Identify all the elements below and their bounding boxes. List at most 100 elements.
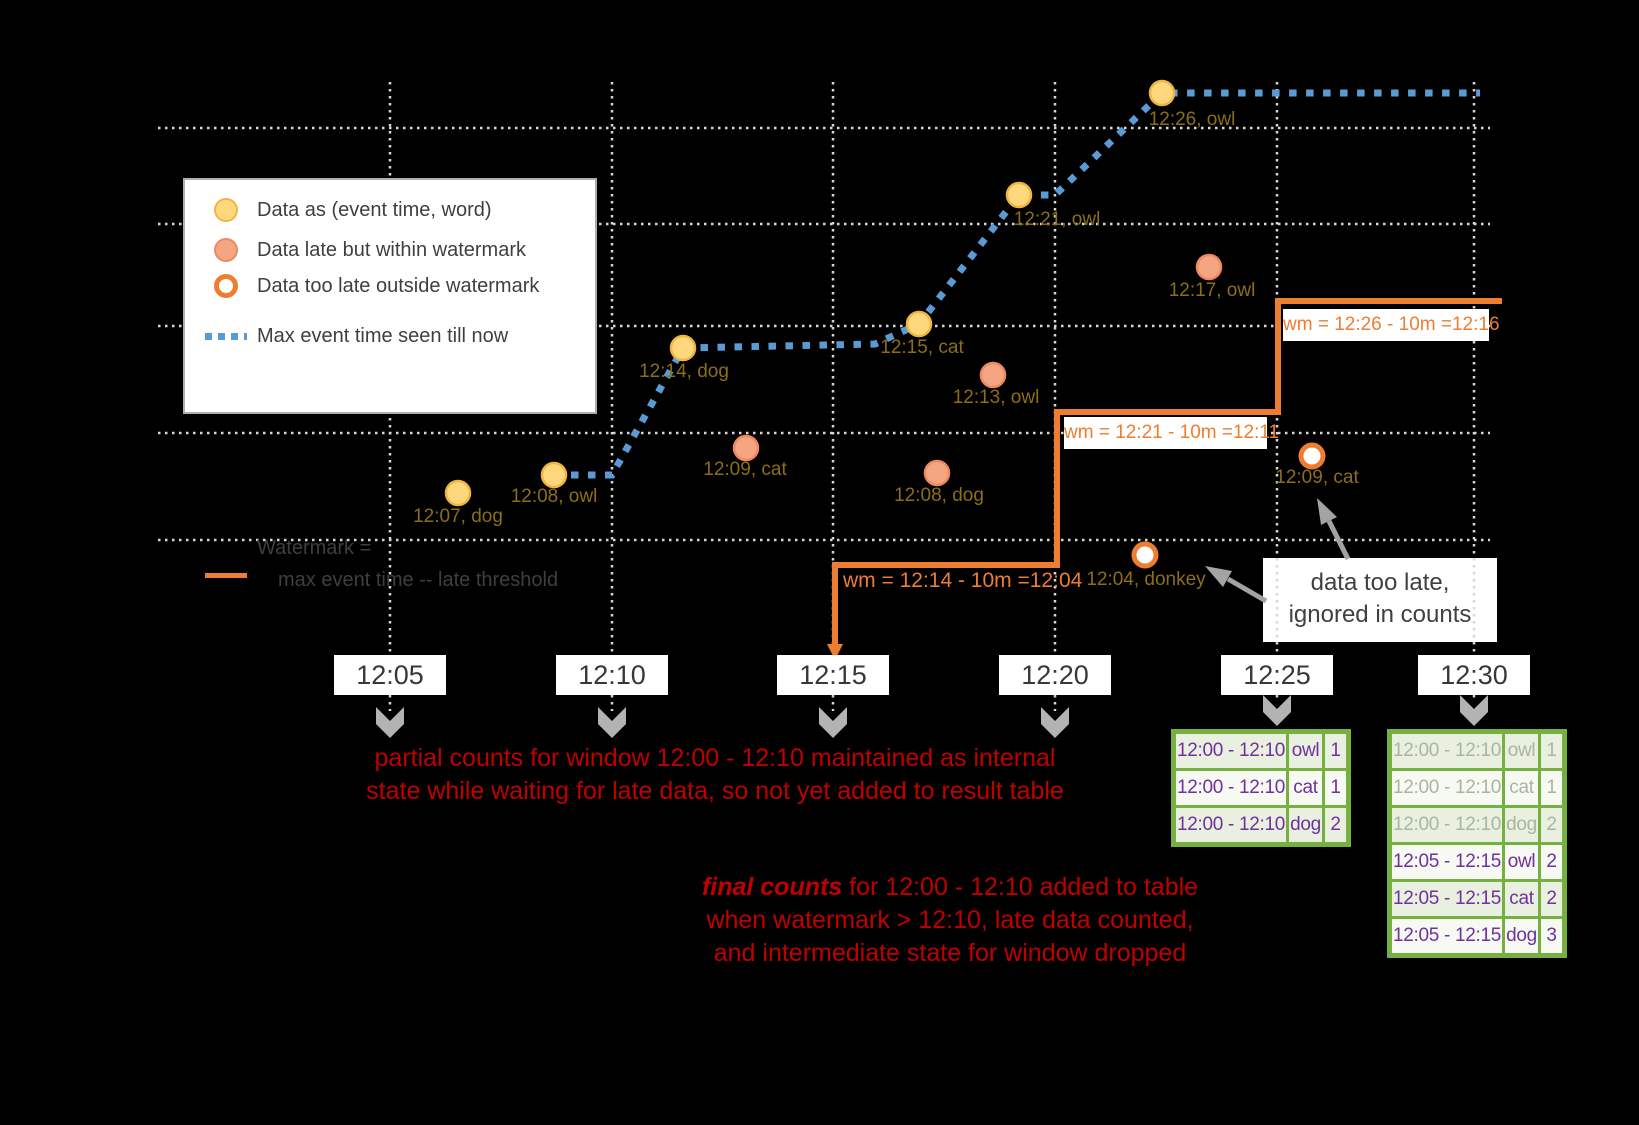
table-cell-word: cat bbox=[1505, 771, 1538, 805]
final-counts-line3: and intermediate state for window droppe… bbox=[713, 939, 1187, 967]
legend-label: Data too late outside watermark bbox=[257, 274, 540, 297]
data-point-late bbox=[979, 361, 1007, 389]
legend: Data as (event time, word) Data late but… bbox=[183, 178, 597, 591]
data-point-ontime bbox=[669, 334, 697, 362]
watermark-arrow-icon bbox=[827, 644, 843, 660]
table-cell-word: owl bbox=[1505, 734, 1538, 768]
data-point-toolate bbox=[1298, 442, 1326, 470]
table-cell-word: dog bbox=[1505, 808, 1538, 842]
data-point-label: 12:13, owl bbox=[952, 387, 1040, 408]
axis-label-12:25: 12:25 bbox=[1221, 655, 1333, 695]
table-cell-count: 2 bbox=[1541, 808, 1562, 842]
table-cell-window: 12:05 - 12:15 bbox=[1392, 845, 1502, 879]
data-point-ontime bbox=[905, 310, 933, 338]
too-late-arrowhead-icon bbox=[1205, 566, 1232, 587]
table-cell-word: owl bbox=[1505, 845, 1538, 879]
data-point-toolate bbox=[1131, 541, 1159, 569]
data-point-late bbox=[1195, 253, 1223, 281]
too-late-arrowhead-icon bbox=[1317, 498, 1337, 525]
data-point-label: 12:08, dog bbox=[894, 485, 984, 506]
axis-label-12:05: 12:05 bbox=[334, 655, 446, 695]
final-counts-line1-rest: for 12:00 - 12:10 added to table bbox=[842, 873, 1199, 901]
axis-label-12:30: 12:30 bbox=[1418, 655, 1530, 695]
data-point-ontime bbox=[1005, 181, 1033, 209]
table-cell-word: dog bbox=[1505, 919, 1538, 953]
too-late-arrow-donkey bbox=[1226, 576, 1268, 604]
axis-arrow-down-icon bbox=[1263, 695, 1291, 726]
legend-label: Data as (event time, word) bbox=[257, 198, 492, 221]
watermark-value-label: wm = 12:26 - 10m =12:16 bbox=[1283, 309, 1500, 341]
too-late-callout: data too late, ignored in counts bbox=[1263, 558, 1497, 642]
table-cell-window: 12:00 - 12:10 bbox=[1176, 734, 1286, 768]
table-cell-window: 12:05 - 12:15 bbox=[1392, 919, 1502, 953]
partial-counts-line2: state while waiting for late data, so no… bbox=[366, 777, 1064, 805]
watermark-value-label: wm = 12:14 - 10m =12:04 bbox=[843, 569, 1083, 592]
table-cell-count: 2 bbox=[1541, 882, 1562, 916]
legend-label: Data late but within watermark bbox=[257, 238, 527, 261]
table-cell-window: 12:00 - 12:10 bbox=[1392, 734, 1502, 768]
axis-arrow-down-icon bbox=[376, 707, 404, 738]
legend-item-toolate: Data too late outside watermark bbox=[203, 271, 539, 301]
max-event-time-line-icon bbox=[203, 332, 249, 340]
axis-label-12:10: 12:10 bbox=[556, 655, 668, 695]
watermark-line bbox=[832, 298, 1502, 646]
table-cell-window: 12:00 - 12:10 bbox=[1176, 771, 1286, 805]
late-within-watermark-point-icon bbox=[203, 238, 249, 262]
table-cell-count: 1 bbox=[1325, 734, 1346, 768]
data-point-label: 12:14, dog bbox=[639, 361, 729, 382]
data-point-label: 12:07, dog bbox=[413, 506, 503, 527]
watermark-value-label: wm = 12:21 - 10m =12:11 bbox=[1064, 417, 1279, 449]
table-cell-count: 3 bbox=[1541, 919, 1562, 953]
partial-counts-line1: partial counts for window 12:00 - 12:10 … bbox=[374, 744, 1056, 772]
too-late-point-icon bbox=[203, 274, 249, 298]
watermark-line-icon bbox=[203, 554, 249, 596]
table-cell-count: 1 bbox=[1325, 771, 1346, 805]
on-time-point-icon bbox=[203, 198, 249, 222]
result-table-1225: 12:00 - 12:10 owl 1 12:00 - 12:10 cat 1 12:00 … bbox=[1171, 729, 1351, 847]
table-cell-window: 12:00 - 12:10 bbox=[1176, 808, 1286, 842]
final-counts-line1: final counts for 12:00 - 12:10 added to … bbox=[650, 871, 1250, 904]
table-cell-word: cat bbox=[1289, 771, 1322, 805]
table-cell-word: dog bbox=[1289, 808, 1322, 842]
legend-label: Max event time seen till now bbox=[257, 324, 509, 347]
axis-arrow-down-icon bbox=[819, 707, 847, 738]
data-point-label: 12:21, owl bbox=[1013, 209, 1101, 230]
data-point-label: 12:04, donkey bbox=[1086, 569, 1206, 590]
max-event-time-line bbox=[554, 89, 1480, 479]
axis-arrow-down-icon bbox=[598, 707, 626, 738]
too-late-line1: data too late, bbox=[1310, 569, 1450, 596]
final-counts-note: final counts for 12:00 - 12:10 added to … bbox=[650, 871, 1250, 970]
data-point-ontime bbox=[540, 461, 568, 489]
data-point-label: 12:17, owl bbox=[1168, 280, 1256, 301]
final-counts-emphasis: final counts bbox=[701, 873, 843, 901]
data-point-late bbox=[732, 434, 760, 462]
axis-label-12:15: 12:15 bbox=[777, 655, 889, 695]
axis-arrow-down-icon bbox=[1041, 707, 1069, 738]
table-cell-count: 1 bbox=[1541, 771, 1562, 805]
table-cell-window: 12:00 - 12:10 bbox=[1392, 808, 1502, 842]
table-cell-window: 12:00 - 12:10 bbox=[1392, 771, 1502, 805]
legend-item-late: Data late but within watermark bbox=[203, 235, 526, 265]
legend-item-ontime: Data as (event time, word) bbox=[203, 195, 492, 225]
too-late-line2: ignored in counts bbox=[1288, 601, 1472, 628]
data-point-ontime bbox=[444, 479, 472, 507]
table-cell-window: 12:05 - 12:15 bbox=[1392, 882, 1502, 916]
data-point-late bbox=[923, 459, 951, 487]
axis-label-12:20: 12:20 bbox=[999, 655, 1111, 695]
data-point-ontime bbox=[1148, 79, 1176, 107]
axis-arrow-down-icon bbox=[1460, 695, 1488, 726]
legend-label: Watermark = bbox=[257, 537, 372, 559]
legend-item-max-event-time: Max event time seen till now bbox=[203, 321, 508, 351]
data-point-label: 12:09, cat bbox=[1275, 467, 1359, 488]
data-point-label: 12:15, cat bbox=[880, 337, 964, 358]
data-point-label: 12:09, cat bbox=[703, 459, 787, 480]
too-late-arrow-cat bbox=[1326, 519, 1351, 561]
legend-label-line2: max event time -- late threshold bbox=[278, 569, 559, 591]
table-cell-word: owl bbox=[1289, 734, 1322, 768]
legend-item-watermark: Watermark = max event time -- late thres… bbox=[203, 532, 558, 596]
partial-counts-note: partial counts for window 12:00 - 12:10 … bbox=[320, 742, 1110, 808]
result-table-1230: 12:00 - 12:10 owl 1 12:00 - 12:10 cat 1 12:00 … bbox=[1387, 729, 1567, 958]
table-cell-count: 1 bbox=[1541, 734, 1562, 768]
